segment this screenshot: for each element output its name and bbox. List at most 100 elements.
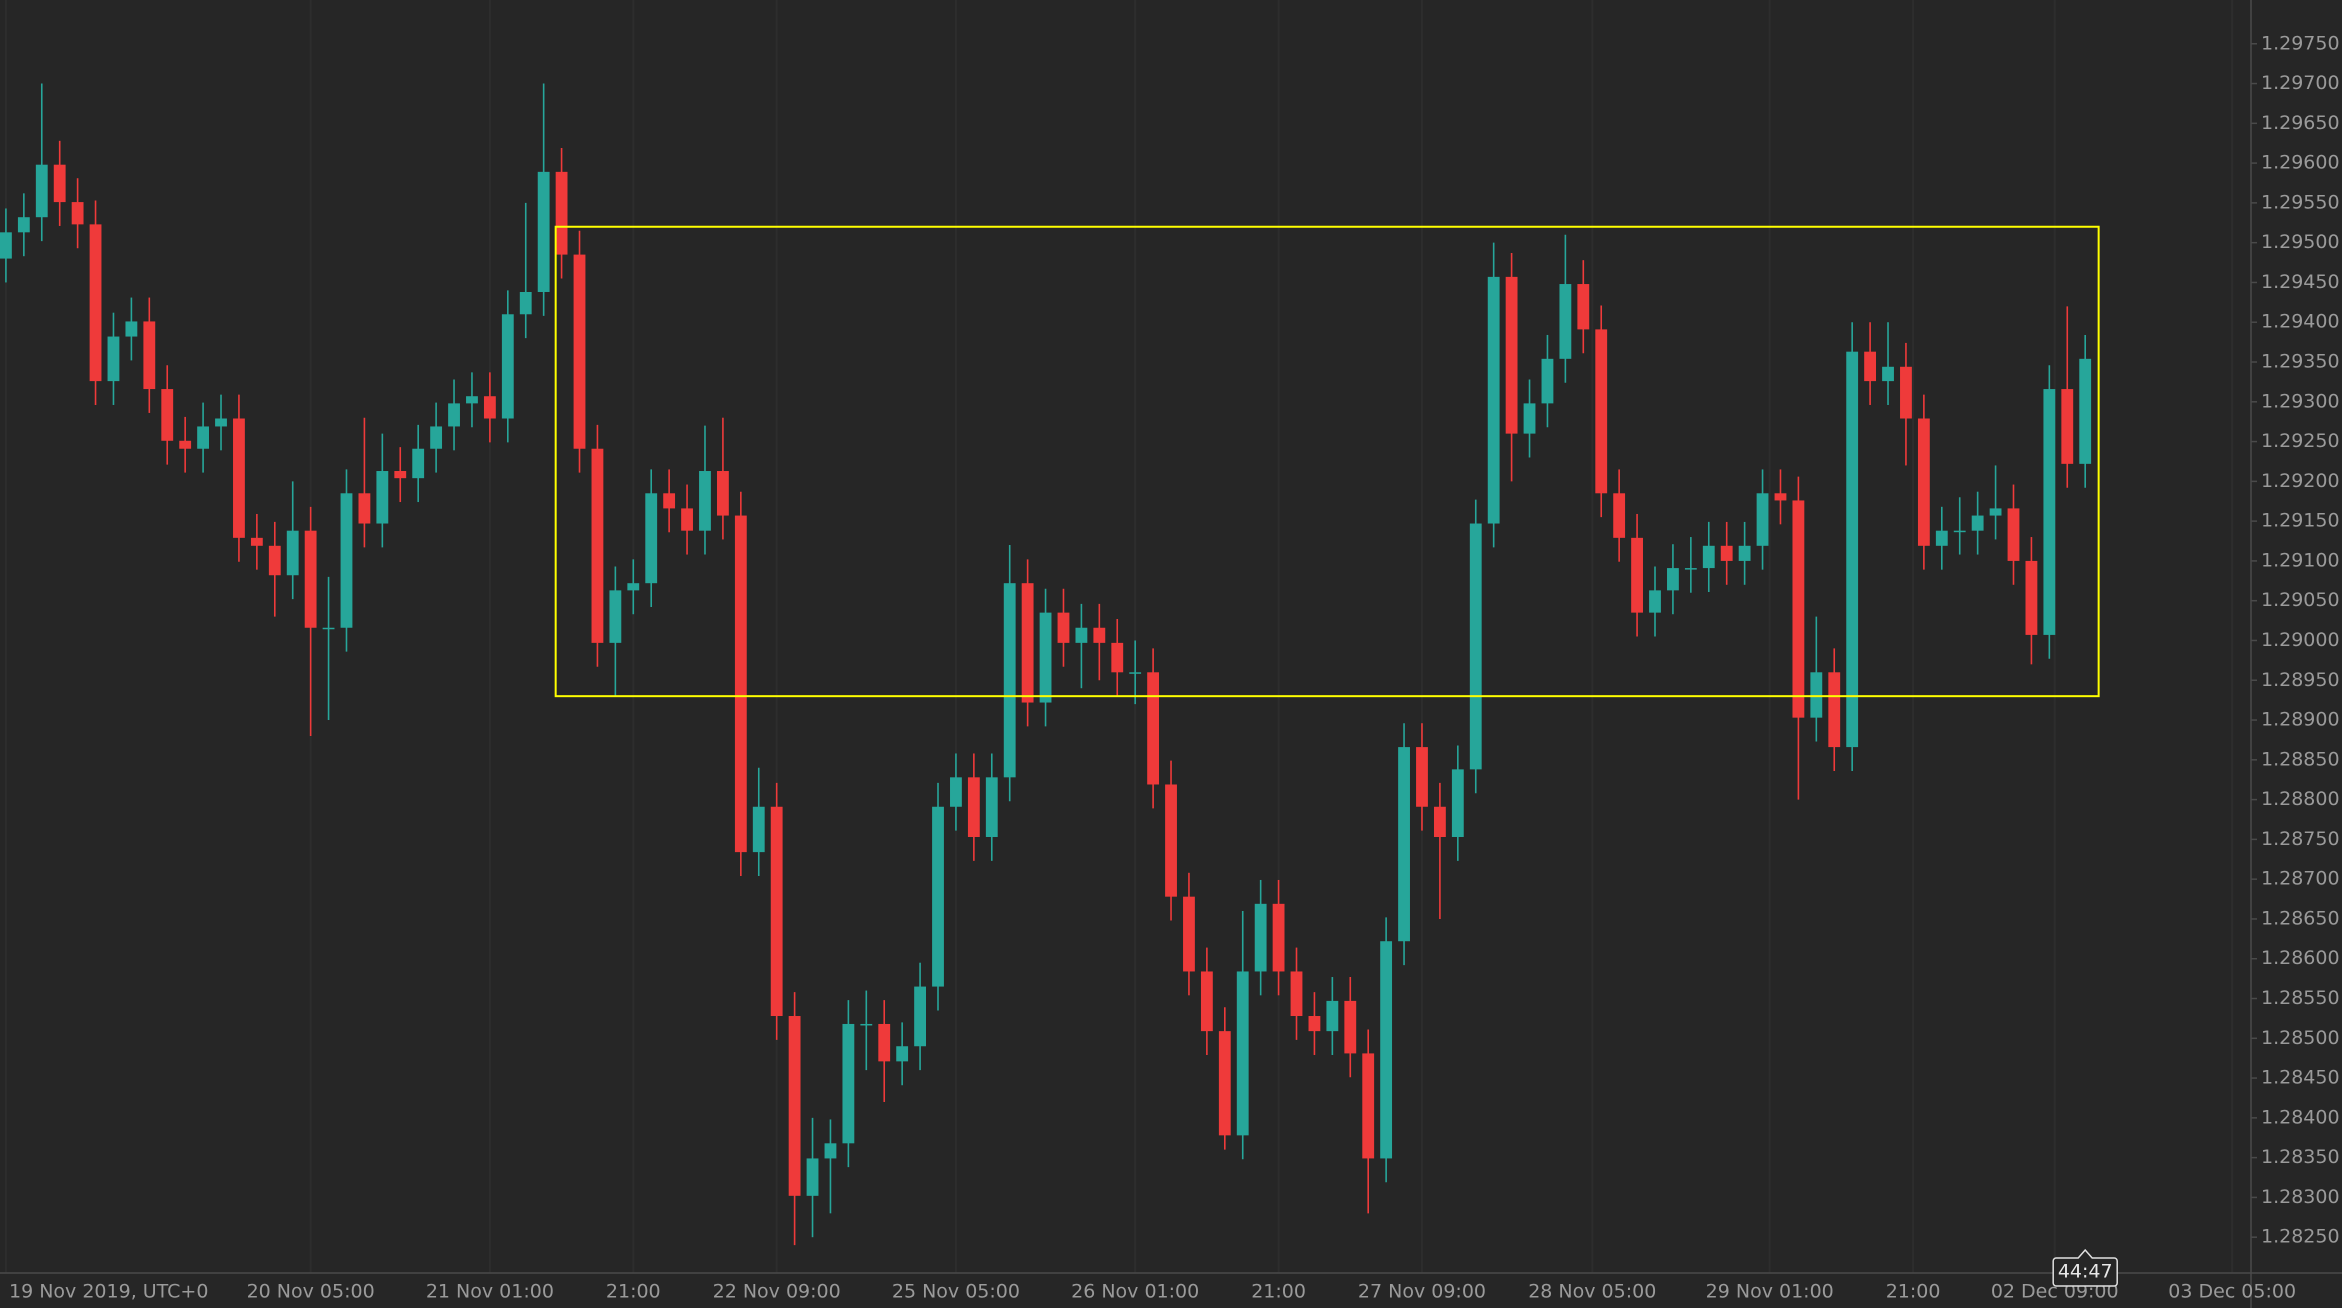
candle-body (17, 217, 30, 233)
x-tick-label: 27 Nov 09:00 (1358, 1281, 1486, 1303)
x-tick-label: 25 Nov 05:00 (892, 1281, 1020, 1303)
x-tick-label: 22 Nov 09:00 (713, 1281, 841, 1303)
candle-body (1039, 612, 1052, 703)
grid (4, 0, 2234, 1273)
y-tick-label: 1.28500 (2261, 1027, 2340, 1049)
candle-body (2007, 508, 2020, 561)
y-tick-label: 1.28450 (2261, 1067, 2340, 1089)
candle-body (537, 171, 550, 292)
y-tick-label: 1.29750 (2261, 32, 2340, 54)
candle-body (1595, 329, 1608, 494)
countdown: 44:47 (2052, 1248, 2118, 1287)
candle-body (627, 583, 640, 591)
candle-body (932, 806, 944, 987)
x-tick-label: 21:00 (1251, 1281, 1306, 1303)
x-tick-label: 26 Nov 01:00 (1071, 1281, 1199, 1303)
y-tick-label: 1.29050 (2261, 589, 2340, 611)
candle-body (1720, 545, 1733, 561)
y-tick-label: 1.28650 (2261, 907, 2340, 929)
countdown-label: 44:47 (2058, 1261, 2113, 1283)
candle-body (896, 1046, 909, 1062)
candle-body (770, 806, 783, 1017)
candle-body (268, 545, 281, 576)
candle-body (1971, 515, 1984, 531)
candle-body (0, 232, 12, 259)
candle-body (1416, 747, 1428, 807)
candle-body (573, 254, 586, 449)
candle-body (2061, 389, 2074, 464)
candle-body (1667, 568, 1679, 591)
candle-body (430, 426, 443, 449)
candle-body (1200, 971, 1213, 1032)
y-tick-label: 1.29650 (2261, 112, 2340, 134)
candle-body (89, 224, 102, 382)
candle-body (645, 493, 658, 584)
candle-body (53, 164, 66, 203)
candle-body (1523, 403, 1536, 434)
candle-body (1111, 642, 1124, 673)
candle-body (501, 314, 514, 419)
y-tick-label: 1.29500 (2261, 231, 2340, 253)
candle-body (179, 440, 192, 449)
candle-body (1702, 545, 1715, 569)
candle-body (1846, 351, 1859, 748)
y-tick-label: 1.28250 (2261, 1226, 2340, 1248)
candle-body (519, 291, 532, 315)
rectangle-drawing (554, 225, 2100, 698)
y-tick-label: 1.28900 (2261, 709, 2340, 731)
candle-body (215, 418, 227, 427)
candle-body (2043, 389, 2056, 635)
candle-body (1810, 672, 1823, 718)
candle-body (752, 806, 765, 853)
y-tick-label: 1.29450 (2261, 271, 2340, 293)
x-tick-label: 19 Nov 2019, UTC+0 (9, 1281, 208, 1303)
x-tick-label: 29 Nov 01:00 (1706, 1281, 1834, 1303)
candle-body (125, 321, 138, 337)
candle-body (985, 777, 998, 837)
y-tick-label: 1.29700 (2261, 72, 2340, 94)
candle-body (555, 171, 568, 255)
candle-body (1165, 784, 1177, 897)
y-tick-label: 1.29100 (2261, 549, 2340, 571)
candle-body (340, 493, 353, 628)
y-tick-label: 1.28750 (2261, 828, 2340, 850)
candle-body (1756, 493, 1769, 546)
y-tick-label: 1.28550 (2261, 987, 2340, 1009)
y-tick-label: 1.28800 (2261, 788, 2340, 810)
candle-body (1541, 358, 1554, 404)
candle-body (376, 471, 389, 524)
candle-body (1917, 418, 1930, 546)
candle-body (1900, 366, 1912, 419)
candle-body (950, 777, 962, 807)
y-tick-label: 1.28350 (2261, 1146, 2340, 1168)
y-tick-label: 1.29150 (2261, 510, 2340, 532)
candle-body (394, 471, 407, 479)
candle-body (1075, 627, 1088, 643)
candle-body (286, 530, 299, 576)
candle-body (1613, 493, 1626, 538)
x-tick-label: 21:00 (1886, 1281, 1941, 1303)
candle-body (1828, 672, 1841, 748)
candle-body (842, 1023, 855, 1144)
candle-body (1147, 672, 1160, 785)
candle-body (1380, 941, 1393, 1159)
candle-body (107, 336, 120, 382)
candle-body (806, 1158, 819, 1196)
candle-body (967, 777, 980, 837)
candle-body (716, 471, 729, 516)
y-tick-label: 1.29600 (2261, 152, 2340, 174)
candle-body (1684, 568, 1697, 570)
candle-body (1469, 523, 1482, 770)
candle-body (412, 448, 425, 479)
candle-body (591, 448, 604, 643)
candles (0, 83, 2100, 1246)
candle-body (1236, 971, 1249, 1136)
candle-body (250, 537, 263, 546)
candle-body (143, 321, 156, 390)
candle-body (1129, 672, 1142, 674)
y-tick-label: 1.28850 (2261, 748, 2340, 770)
y-tick-label: 1.29350 (2261, 351, 2340, 373)
candle-body (1649, 590, 1661, 613)
